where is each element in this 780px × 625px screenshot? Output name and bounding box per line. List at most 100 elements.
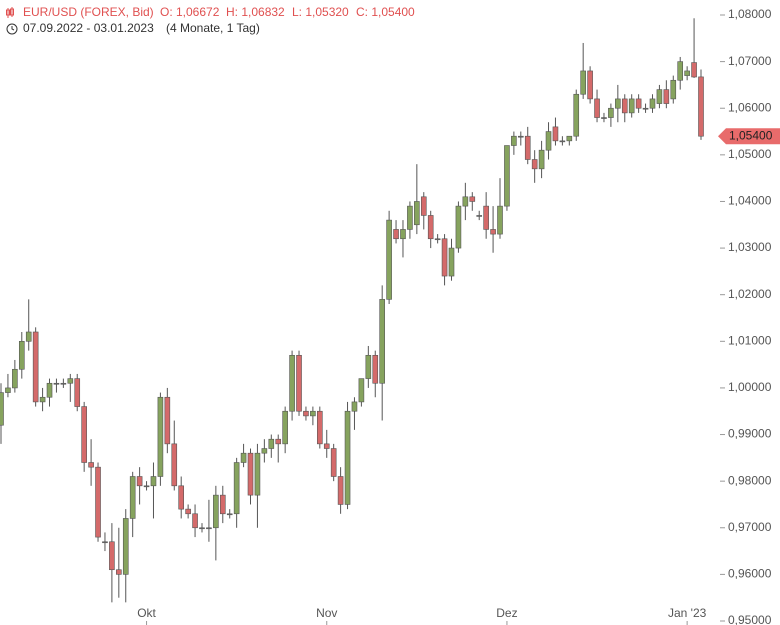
candle-body [330, 448, 337, 477]
candle-body [608, 107, 614, 118]
y-tick-label: 1,01000 [728, 333, 772, 347]
candle-body [303, 410, 309, 417]
candle-body [448, 247, 455, 277]
candle-body [337, 476, 344, 505]
candle-body [420, 196, 427, 216]
x-tick-label: Dez [496, 606, 517, 620]
candle-body [545, 131, 552, 151]
candle-body [497, 205, 503, 235]
candle-body [317, 410, 323, 445]
candle-body [157, 396, 164, 477]
candle-body [677, 61, 684, 81]
candle-body [88, 462, 94, 468]
candle-body [143, 485, 150, 488]
candle-body [240, 452, 247, 463]
candle-body [53, 382, 60, 385]
y-tick-label: 1,00000 [728, 380, 772, 394]
y-tick-label: 1,07000 [728, 54, 772, 68]
candle-body [615, 98, 621, 109]
last-price-badge [718, 128, 780, 145]
candle-body [469, 196, 476, 202]
candle-body [213, 494, 219, 529]
candle-body [441, 238, 448, 277]
candle-body [344, 410, 351, 505]
date-range: 07.09.2022 - 03.01.2023 [23, 21, 154, 35]
candle-body [455, 205, 462, 249]
candle-body [649, 98, 656, 109]
candle-body [531, 159, 538, 170]
candle-body [490, 229, 496, 235]
candle-body [504, 145, 510, 207]
candle-body [116, 569, 122, 575]
y-tick-label: 0,99000 [728, 427, 772, 441]
candle-body [691, 62, 697, 78]
candle-body [684, 70, 690, 76]
candle-body [67, 378, 74, 384]
candle-body [379, 299, 385, 384]
candle-body [60, 382, 67, 385]
date-span: (4 Monate, 1 Tag) [166, 21, 260, 35]
candle-body [39, 396, 46, 403]
candle-body [219, 494, 226, 515]
candle-body [427, 215, 434, 240]
candle-body [670, 79, 677, 100]
candle-body [247, 452, 254, 496]
candle-body [185, 508, 191, 515]
candle-body [254, 452, 261, 496]
symbol-icon [6, 7, 14, 18]
candle-body [462, 196, 469, 207]
candle-body [386, 219, 392, 300]
candle-body [351, 401, 358, 412]
candle-body [566, 135, 573, 142]
candle-body [171, 443, 178, 487]
candle-body [275, 438, 282, 445]
ohlc-open: O: 1,06672 [160, 5, 220, 19]
candle-body [233, 462, 240, 515]
candle-body [372, 354, 379, 384]
candle-body [628, 98, 635, 114]
candle-body [18, 341, 25, 370]
candle-body [323, 443, 330, 449]
candle-body [192, 513, 198, 529]
candle-body [580, 70, 586, 95]
candle-body [407, 205, 413, 230]
candle-body [226, 513, 233, 516]
candle-body [511, 135, 517, 146]
candle-body [46, 382, 53, 398]
candle-body [601, 117, 607, 119]
candle-body [573, 93, 580, 137]
candle-body [296, 354, 302, 412]
candle-body [698, 76, 704, 137]
candle-body [199, 527, 205, 530]
ohlc-high: H: 1,06832 [226, 5, 285, 19]
candle-body [587, 70, 593, 100]
last-price-label: 1,05400 [729, 128, 773, 142]
candle-body [476, 215, 483, 217]
candle-body [393, 229, 399, 240]
candle-body [663, 89, 670, 104]
x-tick-label: Jan '23 [668, 606, 707, 620]
candle-body [268, 438, 275, 449]
candle-body [289, 354, 295, 412]
y-tick-label: 1,08000 [728, 7, 772, 21]
candle-body [12, 368, 18, 389]
y-tick-label: 0,98000 [728, 473, 772, 487]
x-tick-label: Okt [137, 606, 156, 620]
y-tick-label: 0,96000 [728, 567, 772, 581]
candle-body [109, 541, 115, 571]
y-tick-label: 0,95000 [728, 613, 772, 625]
candle-body [129, 476, 136, 519]
y-tick-label: 1,02000 [728, 287, 772, 301]
candle-body [150, 476, 157, 487]
candle-body [102, 541, 108, 544]
instrument-title: EUR/USD (FOREX, Bid) [23, 5, 154, 19]
candle-body [5, 387, 11, 393]
candle-body [635, 98, 642, 109]
ohlc-close: C: 1,05400 [356, 5, 415, 19]
candle-body [74, 378, 81, 407]
candle-body [538, 149, 545, 170]
candle-body [136, 476, 143, 487]
candle-body [122, 518, 129, 575]
candle-body [434, 238, 441, 241]
